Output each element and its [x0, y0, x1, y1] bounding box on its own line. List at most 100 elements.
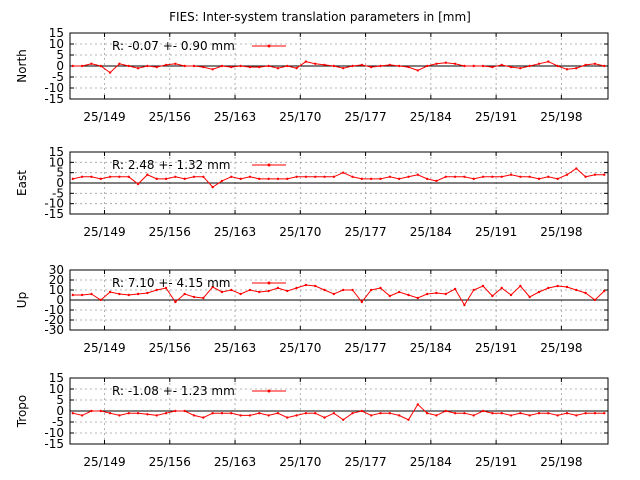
data-point — [108, 71, 112, 74]
x-tick-label: 25/184 — [410, 225, 452, 239]
series-line — [72, 167, 605, 188]
data-point — [397, 414, 401, 417]
x-tick-label: 25/198 — [540, 455, 582, 469]
data-point — [220, 179, 224, 183]
data-point — [397, 64, 401, 68]
legend-marker — [267, 389, 271, 393]
data-point — [472, 288, 475, 292]
data-point — [491, 294, 494, 298]
x-tick-label: 25/191 — [475, 110, 517, 124]
data-point — [509, 173, 513, 176]
data-point — [472, 177, 475, 181]
data-point — [435, 62, 438, 65]
y-tick-label: -10 — [44, 303, 64, 317]
x-tick-label: 25/156 — [149, 225, 191, 239]
data-point — [267, 289, 270, 293]
data-point — [397, 290, 401, 294]
data-point — [239, 414, 242, 417]
y-axis-label: North — [15, 49, 29, 83]
data-point — [500, 175, 503, 178]
data-point — [453, 62, 457, 65]
data-point — [286, 416, 289, 419]
data-point — [276, 67, 280, 70]
data-point — [314, 284, 317, 288]
x-tick-label: 25/170 — [279, 455, 321, 469]
data-point — [295, 175, 298, 178]
data-point — [136, 412, 140, 415]
data-point — [332, 412, 336, 415]
data-point — [211, 285, 214, 289]
data-point — [108, 412, 112, 415]
x-tick-label: 25/184 — [410, 455, 452, 469]
data-point — [341, 67, 345, 70]
data-point — [603, 412, 606, 415]
x-tick-label: 25/177 — [344, 225, 386, 239]
data-point — [174, 175, 177, 178]
data-point — [146, 413, 149, 416]
y-tick-label: 15 — [49, 26, 64, 40]
data-point — [379, 286, 382, 290]
data-point — [258, 290, 261, 294]
data-point — [519, 412, 522, 415]
data-point — [425, 292, 429, 296]
data-point — [537, 177, 541, 181]
data-point — [248, 414, 252, 417]
data-point — [603, 289, 606, 293]
data-point — [99, 177, 102, 181]
data-point — [360, 300, 364, 304]
y-tick-label: 5 — [56, 48, 64, 62]
data-point — [192, 414, 196, 417]
data-point — [267, 414, 270, 417]
data-point — [388, 294, 392, 298]
y-tick-label: -10 — [44, 426, 64, 440]
data-point — [230, 65, 233, 69]
y-axis-label: East — [15, 170, 29, 196]
y-tick-label: 0 — [56, 59, 64, 73]
y-tick-label: -15 — [44, 437, 64, 451]
data-point — [528, 175, 531, 178]
data-point — [435, 414, 438, 417]
data-point — [369, 65, 373, 69]
y-tick-label: 10 — [49, 37, 64, 51]
y-tick-label: 20 — [49, 273, 64, 287]
y-axis-label: Up — [15, 292, 29, 308]
data-point — [463, 64, 466, 68]
data-point — [136, 67, 140, 70]
data-point — [155, 288, 158, 292]
data-point — [388, 63, 392, 67]
data-point — [481, 175, 485, 178]
x-tick-label: 25/170 — [279, 341, 321, 355]
data-point — [491, 65, 494, 69]
data-point — [118, 292, 121, 296]
data-point — [341, 288, 345, 292]
data-point — [556, 284, 559, 288]
x-tick-label: 25/191 — [475, 225, 517, 239]
data-point — [267, 177, 270, 181]
data-point — [332, 64, 336, 68]
data-point — [304, 412, 308, 415]
data-point — [80, 293, 84, 297]
data-point — [267, 64, 270, 68]
x-tick-label: 25/184 — [410, 110, 452, 124]
data-point — [258, 177, 261, 181]
data-point — [444, 409, 447, 413]
x-tick-label: 25/163 — [214, 225, 256, 239]
data-point — [286, 64, 289, 68]
data-point — [323, 288, 326, 292]
legend-label: R: 2.48 +- 1.32 mm — [112, 158, 230, 172]
data-point — [435, 291, 438, 295]
data-point — [192, 295, 196, 299]
data-point — [481, 64, 485, 68]
data-point — [211, 185, 214, 189]
data-point — [491, 412, 494, 415]
data-point — [584, 63, 587, 67]
data-point — [220, 412, 224, 415]
data-point — [155, 65, 158, 69]
data-point — [276, 412, 280, 415]
data-point — [379, 177, 382, 181]
data-point — [565, 285, 569, 289]
y-tick-label: -15 — [44, 207, 64, 221]
x-tick-label: 25/149 — [83, 225, 125, 239]
